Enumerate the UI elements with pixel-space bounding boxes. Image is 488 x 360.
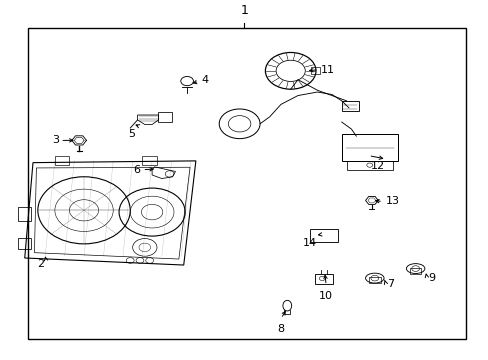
Text: 4: 4	[201, 75, 208, 85]
Text: 6: 6	[133, 165, 140, 175]
Text: 5: 5	[128, 129, 135, 139]
Bar	[346, 161, 392, 170]
Text: 12: 12	[370, 161, 384, 171]
Bar	[368, 278, 380, 283]
Bar	[341, 134, 397, 161]
Text: 14: 14	[303, 238, 317, 248]
Bar	[310, 67, 319, 75]
Text: 1: 1	[240, 4, 248, 17]
Bar	[409, 268, 421, 274]
Bar	[19, 238, 30, 249]
Text: 3: 3	[52, 135, 59, 145]
Text: 7: 7	[386, 279, 393, 289]
Text: 9: 9	[427, 273, 434, 283]
Bar	[28, 28, 465, 339]
Bar	[142, 156, 157, 165]
Bar	[341, 101, 358, 112]
Bar	[19, 207, 30, 221]
Bar	[158, 112, 172, 122]
Text: 11: 11	[321, 65, 335, 75]
Text: 2: 2	[37, 259, 44, 269]
Bar	[309, 229, 338, 242]
Text: 8: 8	[277, 324, 284, 334]
Bar	[314, 274, 333, 284]
Bar	[55, 156, 69, 165]
Text: 13: 13	[385, 197, 399, 207]
Text: 10: 10	[319, 291, 332, 301]
